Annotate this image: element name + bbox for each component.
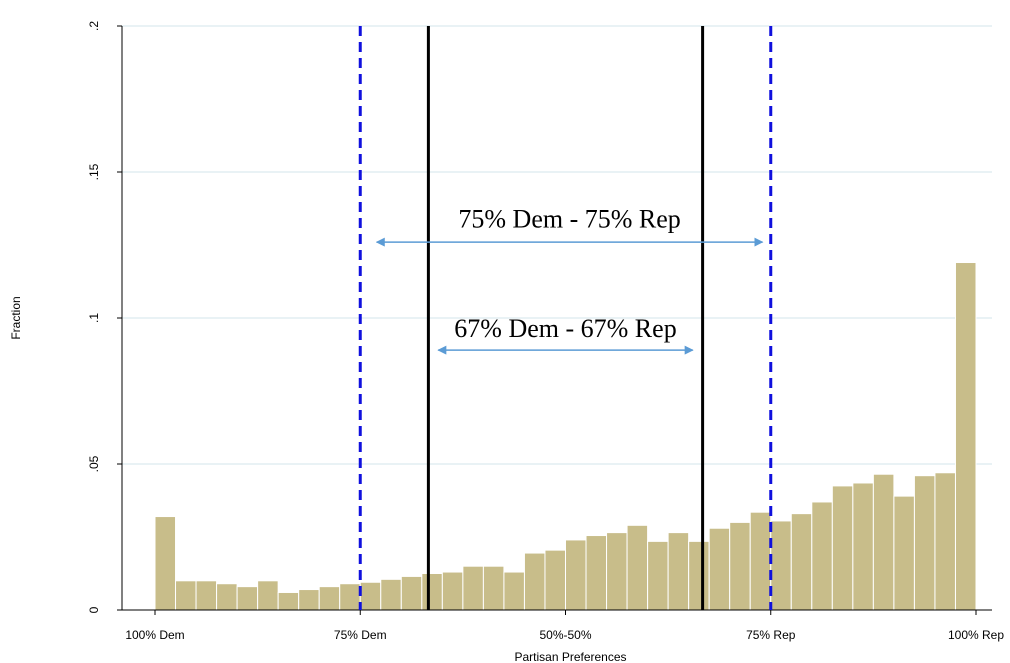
histogram-bar bbox=[216, 583, 238, 611]
histogram-bar bbox=[523, 552, 546, 611]
histogram-bar bbox=[482, 565, 505, 611]
histogram-bar bbox=[565, 539, 587, 611]
histogram-bar bbox=[298, 589, 320, 611]
gridlines bbox=[122, 25, 992, 465]
annotation-label: 67% Dem - 67% Rep bbox=[454, 314, 676, 343]
histogram-bar bbox=[359, 581, 382, 611]
histogram-bar bbox=[749, 511, 772, 611]
histogram-bar bbox=[729, 521, 751, 611]
histogram-bar bbox=[626, 524, 649, 611]
x-tick-label: 100% Rep bbox=[948, 628, 1004, 642]
axes bbox=[117, 25, 992, 615]
y-tick-label: .1 bbox=[87, 313, 101, 323]
axis-labels: 0 .05 .1 .15 .2 100% Dem 75% Dem 50%-50% 75% Rep… bbox=[9, 21, 1004, 663]
histogram-bar bbox=[544, 549, 566, 611]
histogram-bar bbox=[667, 532, 690, 611]
histogram-bar bbox=[688, 540, 710, 611]
histogram-bar bbox=[421, 573, 443, 611]
histogram-bar bbox=[462, 565, 484, 611]
x-tick-label: 75% Dem bbox=[334, 628, 387, 642]
histogram-bar bbox=[400, 575, 423, 611]
annotation-label: 75% Dem - 75% Rep bbox=[458, 204, 680, 233]
histogram-bar bbox=[606, 532, 628, 611]
histogram-bar bbox=[236, 586, 259, 611]
histogram-bar bbox=[893, 495, 915, 611]
histogram-bar bbox=[954, 262, 977, 611]
histogram-bar bbox=[154, 516, 177, 611]
x-tick-label: 75% Rep bbox=[746, 628, 796, 642]
histogram-bar bbox=[872, 473, 895, 611]
histogram-bar bbox=[277, 591, 300, 611]
histogram-bar bbox=[647, 540, 669, 611]
x-axis-title: Partisan Preferences bbox=[514, 650, 626, 663]
x-tick-label: 100% Dem bbox=[125, 628, 184, 642]
y-tick-label: .2 bbox=[87, 21, 101, 31]
y-tick-label: .05 bbox=[87, 455, 101, 472]
reference-lines bbox=[358, 26, 773, 610]
histogram-bar bbox=[913, 475, 936, 611]
histogram-bar bbox=[585, 535, 608, 611]
annotations: 75% Dem - 75% Rep 67% Dem - 67% Rep bbox=[375, 204, 764, 355]
histogram-bar bbox=[441, 571, 464, 611]
histogram-bar bbox=[175, 580, 197, 611]
histogram-bar bbox=[770, 520, 792, 611]
histogram-bar bbox=[852, 482, 874, 611]
histogram-bar bbox=[708, 527, 731, 611]
histogram-bar bbox=[811, 501, 833, 611]
histogram-bar bbox=[380, 578, 402, 611]
y-tick-label: 0 bbox=[87, 606, 101, 613]
y-tick-label: .15 bbox=[87, 163, 101, 180]
histogram-bar bbox=[831, 485, 854, 611]
histogram-bar bbox=[195, 580, 218, 611]
y-axis-title: Fraction bbox=[9, 296, 23, 339]
histogram-bar bbox=[318, 586, 341, 611]
histogram-bar bbox=[790, 513, 813, 611]
histogram-bar bbox=[503, 571, 525, 611]
histogram-bar bbox=[934, 472, 956, 611]
x-tick-label: 50%-50% bbox=[539, 628, 591, 642]
histogram-bar bbox=[339, 583, 361, 611]
histogram-bar bbox=[257, 580, 279, 611]
